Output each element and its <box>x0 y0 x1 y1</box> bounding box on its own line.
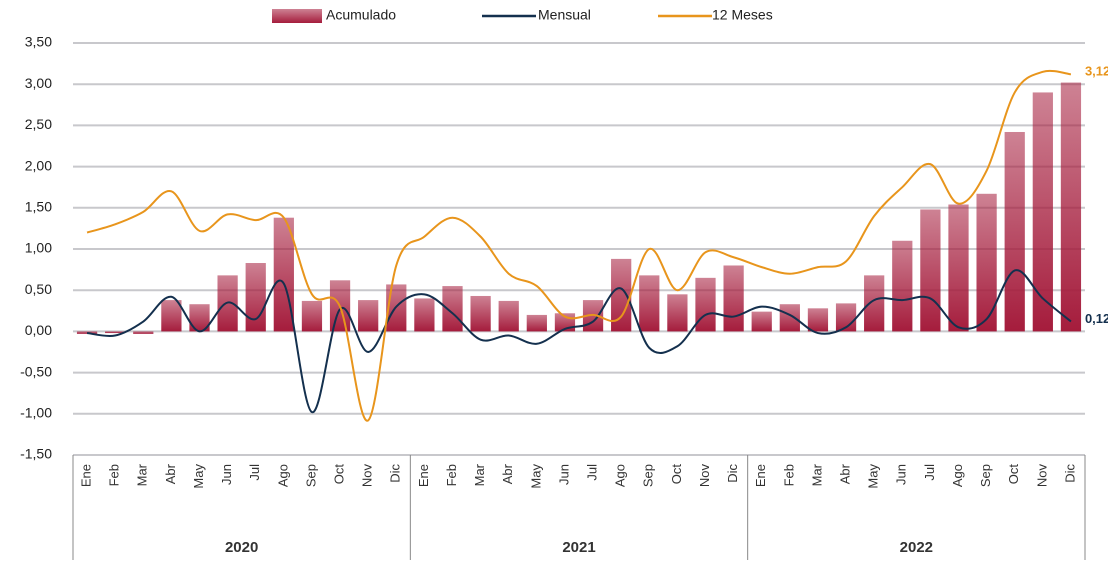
x-tick-label: Feb <box>781 464 796 486</box>
bar <box>667 294 688 332</box>
y-tick-label: 2,00 <box>25 157 52 173</box>
x-tick-label: Dic <box>1062 464 1077 483</box>
x-tick-label: Ene <box>753 464 768 487</box>
bar <box>639 275 660 332</box>
bar <box>105 331 126 334</box>
x-tick-label: Mar <box>472 463 487 486</box>
bar <box>920 209 941 332</box>
data-label: 0,12 <box>1085 311 1108 326</box>
x-tick-label: Nov <box>697 464 712 488</box>
bar <box>779 304 800 332</box>
group-label: 2020 <box>225 539 258 556</box>
x-tick-label: Feb <box>107 464 122 486</box>
legend-swatch <box>272 9 322 23</box>
y-tick-label: 3,50 <box>25 34 52 50</box>
bar <box>76 331 98 334</box>
x-tick-label: Feb <box>444 464 459 486</box>
x-tick-label: Jun <box>219 464 234 485</box>
data-label: 3,12 <box>1085 64 1108 79</box>
bar <box>892 240 913 332</box>
bar <box>498 300 519 332</box>
legend-label: 12 Meses <box>712 7 773 23</box>
x-tick-label: Sep <box>303 464 318 487</box>
y-tick-label: -0,50 <box>20 363 52 379</box>
x-tick-label: Abr <box>500 463 515 484</box>
legend-label: Acumulado <box>326 7 396 23</box>
x-tick-label: Jun <box>894 464 909 485</box>
x-tick-label: Mar <box>809 463 824 486</box>
y-tick-label: 0,00 <box>25 322 52 338</box>
x-tick-label: Nov <box>1034 464 1049 488</box>
line <box>86 269 1072 414</box>
x-tick-label: Ago <box>950 464 965 487</box>
bar <box>723 265 744 332</box>
bar <box>611 258 632 332</box>
x-tick-label: Abr <box>837 463 852 484</box>
x-tick-label: May <box>528 464 543 489</box>
bar <box>1032 92 1053 332</box>
bar <box>864 275 885 332</box>
x-tick-label: Ago <box>613 464 628 487</box>
x-tick-label: Sep <box>978 464 993 487</box>
x-tick-label: Oct <box>1006 464 1021 485</box>
legend-label: Mensual <box>538 7 591 23</box>
y-tick-label: -1,00 <box>20 405 52 421</box>
x-tick-label: Ene <box>416 464 431 487</box>
x-tick-label: Jun <box>556 464 571 485</box>
bar <box>301 300 323 332</box>
y-tick-label: 2,50 <box>25 116 52 132</box>
x-tick-label: Sep <box>641 464 656 487</box>
bar <box>358 300 379 332</box>
x-tick-label: Oct <box>669 464 684 485</box>
x-tick-label: Jul <box>584 464 599 481</box>
bar <box>1060 82 1082 332</box>
y-tick-label: 0,50 <box>25 281 52 297</box>
group-label: 2022 <box>900 539 933 556</box>
bar <box>1004 131 1025 332</box>
bar <box>442 286 463 332</box>
x-tick-label: Jul <box>247 464 262 481</box>
x-tick-label: Jul <box>922 464 937 481</box>
bar <box>161 300 182 332</box>
bar <box>189 304 210 332</box>
x-tick-label: Oct <box>331 464 346 485</box>
x-tick-label: Ene <box>78 464 93 487</box>
y-tick-label: 1,00 <box>25 240 52 256</box>
bar <box>133 331 154 334</box>
bar <box>948 204 969 332</box>
y-tick-label: 3,00 <box>25 75 52 91</box>
x-tick-label: Ago <box>275 464 290 487</box>
x-tick-label: Nov <box>360 464 375 488</box>
x-tick-label: Abr <box>163 463 178 484</box>
x-tick-label: May <box>191 464 206 489</box>
bar <box>695 277 716 332</box>
bar <box>751 311 772 332</box>
bar <box>245 263 266 332</box>
bar <box>526 314 547 332</box>
bar <box>414 298 435 332</box>
x-tick-label: Dic <box>725 464 740 483</box>
bar <box>807 308 829 332</box>
bar <box>470 295 491 332</box>
bar <box>976 193 997 332</box>
line <box>86 69 1072 422</box>
x-tick-label: May <box>866 464 881 489</box>
x-tick-label: Dic <box>388 464 403 483</box>
x-tick-label: Mar <box>135 463 150 486</box>
y-tick-label: -1,50 <box>20 446 52 462</box>
group-label: 2021 <box>562 539 595 556</box>
y-tick-label: 1,50 <box>25 199 52 215</box>
